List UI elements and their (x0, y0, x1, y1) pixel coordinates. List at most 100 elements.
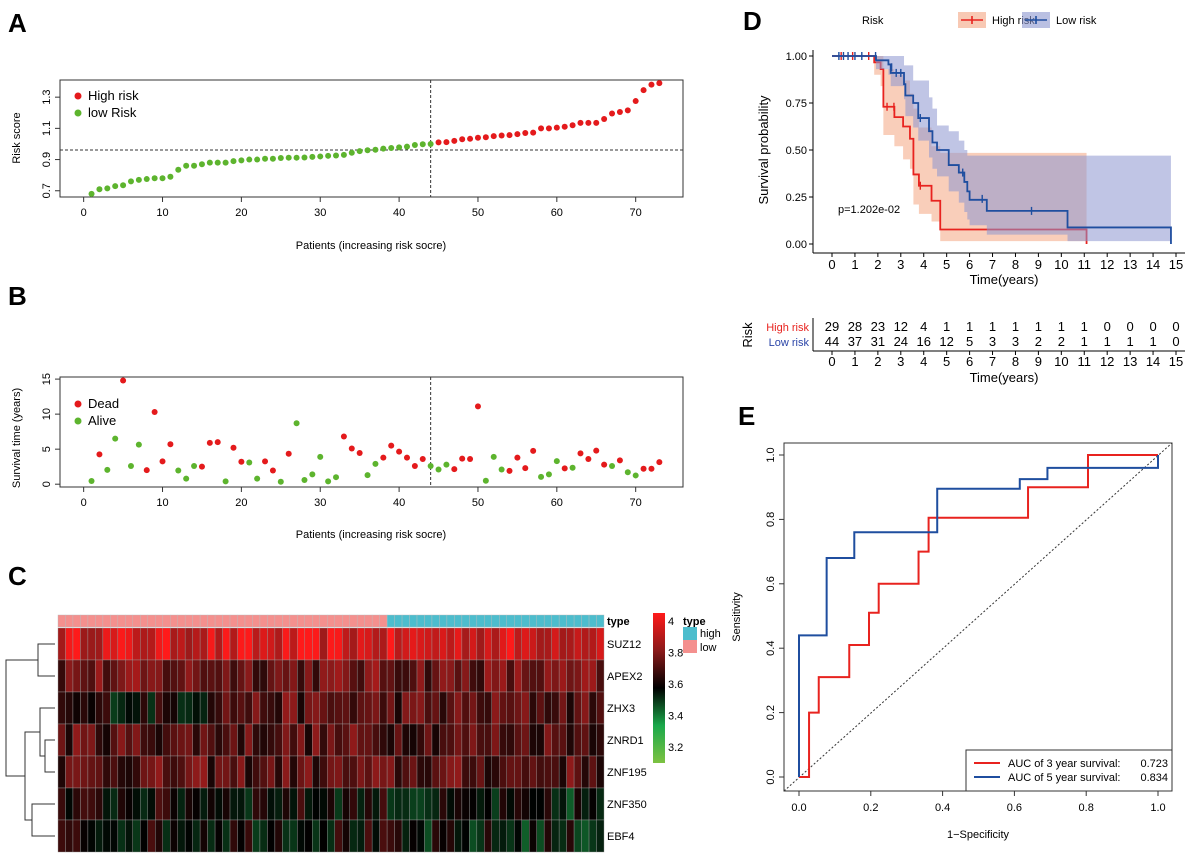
heatmap-cell (229, 755, 238, 789)
y-tick-label: 1.00 (786, 51, 807, 63)
heatmap-cell (117, 723, 126, 757)
table-x-tick-label: 12 (1100, 354, 1114, 369)
data-point (490, 453, 497, 460)
heatmap-cell (110, 723, 119, 757)
data-point (396, 144, 403, 151)
table-x-tick-label: 13 (1123, 354, 1137, 369)
x-tick-label: 50 (472, 207, 484, 219)
heatmap-cell (409, 691, 418, 725)
heatmap-cell (214, 819, 223, 853)
heatmap-cell (529, 627, 537, 661)
table-x-tick-label: 10 (1054, 354, 1068, 369)
heatmap-cell (371, 787, 380, 821)
risk-table-cell: 4 (920, 319, 927, 334)
annotation-cell-low (65, 614, 74, 628)
data-point (427, 462, 434, 469)
annotation-cell-low (169, 614, 178, 628)
heatmap-cell (529, 723, 537, 757)
heatmap-cell (72, 787, 81, 821)
x-tick-label: 0.0 (791, 802, 806, 814)
data-point (443, 461, 450, 468)
heatmap-cell (125, 755, 133, 789)
heatmap-cell (162, 723, 171, 757)
heatmap-cell (312, 755, 320, 789)
x-tick-label: 70 (630, 497, 642, 509)
heatmap-cell (319, 755, 328, 789)
dendrogram-branch (37, 643, 55, 677)
annotation-cell-low (334, 614, 343, 628)
heatmap-cell (461, 819, 470, 853)
heatmap-cell (454, 787, 463, 821)
heatmap-cell (558, 787, 567, 821)
data-point (333, 152, 340, 159)
annotation-cell-low (87, 614, 96, 628)
heatmap-cell (259, 723, 268, 757)
data-point (585, 455, 592, 462)
heatmap-cell (304, 723, 313, 757)
annotation-cell-high (439, 614, 448, 628)
heatmap-cell (416, 659, 425, 693)
heatmap-cell (499, 723, 507, 757)
heatmap-cell (214, 755, 223, 789)
data-point (593, 447, 600, 454)
heatmap-cell (237, 691, 246, 725)
b-xlabel: Patients (increasing risk socre) (296, 529, 446, 541)
table-x-tick-label: 15 (1169, 354, 1183, 369)
heatmap-cell (319, 627, 328, 661)
heatmap-cell (364, 755, 373, 789)
table-x-tick-label: 8 (1012, 354, 1019, 369)
annotation-cell-low (199, 614, 208, 628)
gene-label: SUZ12 (607, 639, 641, 651)
heatmap-cell (282, 755, 291, 789)
heatmap-cell (514, 659, 522, 693)
heatmap-cell (87, 723, 96, 757)
x-tick-label: 4 (920, 257, 927, 272)
heatmap-cell (87, 627, 96, 661)
heatmap-cell (125, 691, 133, 725)
table-x-tick-label: 14 (1146, 354, 1160, 369)
risk-table-cell: 29 (825, 319, 839, 334)
data-point (175, 467, 182, 474)
heatmap-cell (252, 659, 261, 693)
table-x-tick-label: 5 (943, 354, 950, 369)
heatmap-cell (484, 755, 493, 789)
x-tick-label: 1 (851, 257, 858, 272)
heatmap-cell (312, 627, 320, 661)
heatmap-cell (117, 755, 126, 789)
heatmap-cell (536, 819, 545, 853)
heatmap-cell (514, 819, 522, 853)
heatmap-cell (379, 819, 388, 853)
d-table-row-low: Low risk (769, 337, 810, 349)
heatmap-cell (132, 787, 141, 821)
heatmap-cell (65, 755, 74, 789)
heatmap-cell (342, 691, 350, 725)
d-legend-low: Low risk (1056, 15, 1097, 27)
heatmap-cell (596, 819, 605, 853)
heatmap-cell (289, 627, 298, 661)
data-point (498, 132, 505, 139)
heatmap-cell (342, 723, 350, 757)
heatmap-cell (543, 691, 552, 725)
heatmap-cell (162, 659, 171, 693)
y-tick-label: 0.50 (786, 145, 807, 157)
d-table-xlabel: Time(years) (970, 370, 1039, 385)
heatmap-cell (499, 819, 507, 853)
heatmap-cell (252, 723, 261, 757)
heatmap-cell (506, 819, 515, 853)
heatmap-cell (521, 627, 530, 661)
c-annotation-label: type (607, 616, 630, 628)
heatmap-cell (87, 787, 96, 821)
risk-table-cell: 0 (1127, 319, 1134, 334)
heatmap-cell (57, 819, 66, 853)
heatmap-cell (327, 755, 335, 789)
heatmap-cell (274, 627, 283, 661)
risk-table-cell: 23 (871, 319, 885, 334)
data-point (317, 153, 324, 160)
annotation-cell-low (267, 614, 276, 628)
risk-table-cell: 0 (1172, 319, 1179, 334)
annotation-cell-high (543, 614, 552, 628)
heatmap-cell (439, 659, 448, 693)
heatmap-cell (244, 723, 253, 757)
heatmap-cell (327, 787, 335, 821)
heatmap-cell (237, 659, 246, 693)
